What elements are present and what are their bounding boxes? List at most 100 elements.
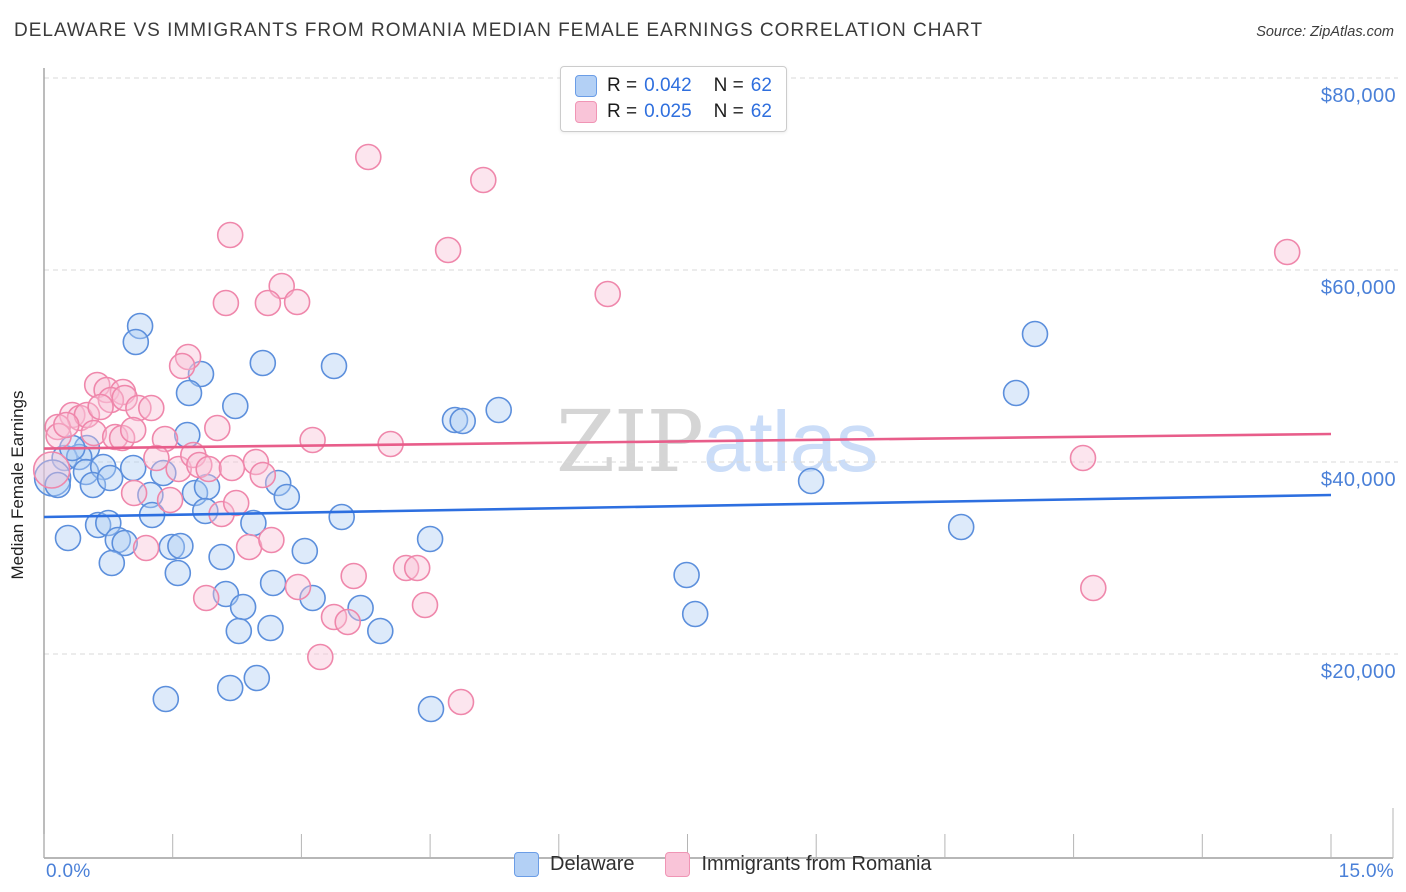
delaware-point[interactable] xyxy=(111,529,138,557)
delaware-point[interactable] xyxy=(126,312,154,340)
correlation-legend-row-romania: R = 0.025 N = 62 xyxy=(575,101,772,123)
romania-point[interactable] xyxy=(469,166,497,194)
romania-legend-swatch-icon xyxy=(665,852,691,877)
delaware-point[interactable] xyxy=(150,459,177,487)
romania-point[interactable] xyxy=(284,573,312,601)
delaware-point[interactable] xyxy=(96,464,124,492)
delaware-point[interactable] xyxy=(1021,320,1049,348)
delaware-point[interactable] xyxy=(229,593,257,621)
romania-point[interactable] xyxy=(80,419,108,447)
delaware-point[interactable] xyxy=(947,513,975,541)
romania-point[interactable] xyxy=(299,426,326,454)
delaware-point[interactable] xyxy=(164,559,192,587)
romania-point[interactable] xyxy=(44,413,72,441)
romania-point[interactable] xyxy=(168,352,196,380)
romania-point[interactable] xyxy=(447,688,475,716)
delaware-point[interactable] xyxy=(98,549,126,577)
delaware-swatch-icon xyxy=(575,75,597,97)
romania-point[interactable] xyxy=(218,454,246,482)
delaware-point[interactable] xyxy=(216,674,244,702)
delaware-point[interactable] xyxy=(366,617,394,645)
n-label: N = xyxy=(713,101,744,122)
romania-point[interactable] xyxy=(411,591,439,619)
romania-point[interactable] xyxy=(143,444,170,472)
romania-point[interactable] xyxy=(165,455,192,483)
delaware-point[interactable] xyxy=(485,396,513,424)
romania-point[interactable] xyxy=(195,455,222,483)
delaware-point[interactable] xyxy=(122,328,150,356)
romania-point[interactable] xyxy=(392,554,420,582)
delaware-point[interactable] xyxy=(208,543,235,571)
romania-point[interactable] xyxy=(334,608,362,636)
delaware-point[interactable] xyxy=(264,469,292,497)
romania-point[interactable] xyxy=(1069,444,1097,472)
romania-point[interactable] xyxy=(222,489,250,517)
delaware-legend-swatch-icon xyxy=(514,852,539,877)
romania-point[interactable] xyxy=(53,411,80,439)
delaware-point[interactable] xyxy=(167,532,194,560)
delaware-point[interactable] xyxy=(243,664,271,692)
romania-point[interactable] xyxy=(354,143,382,171)
delaware-point[interactable] xyxy=(65,443,93,471)
romania-point[interactable] xyxy=(1080,574,1107,602)
romania-point[interactable] xyxy=(216,221,244,249)
romania-point[interactable] xyxy=(1273,238,1301,266)
romania-point[interactable] xyxy=(138,394,165,422)
delaware-point[interactable] xyxy=(192,497,219,525)
r-value-romania: 0.025 xyxy=(644,101,692,122)
delaware-point[interactable] xyxy=(84,511,112,539)
delaware-point[interactable] xyxy=(681,600,709,628)
romania-point[interactable] xyxy=(156,486,184,514)
delaware-point[interactable] xyxy=(119,454,147,482)
romania-point[interactable] xyxy=(235,533,263,561)
romania-point[interactable] xyxy=(132,534,160,562)
romania-point[interactable] xyxy=(212,289,240,317)
romania-point[interactable] xyxy=(120,479,148,507)
delaware-point[interactable] xyxy=(416,525,444,553)
x-axis-label-min: 0.0% xyxy=(46,861,91,882)
delaware-point[interactable] xyxy=(320,352,348,380)
delaware-point[interactable] xyxy=(54,524,82,552)
n-label: N = xyxy=(713,75,744,96)
delaware-point[interactable] xyxy=(79,471,107,499)
romania-point[interactable] xyxy=(111,384,138,412)
source-credit: Source: ZipAtlas.com xyxy=(1256,24,1394,40)
delaware-point[interactable] xyxy=(449,407,477,435)
delaware-point[interactable] xyxy=(175,379,203,407)
romania-point[interactable] xyxy=(32,451,71,489)
romania-point[interactable] xyxy=(594,280,622,308)
delaware-point[interactable] xyxy=(299,584,326,612)
romania-point[interactable] xyxy=(258,526,285,554)
delaware-point[interactable] xyxy=(417,695,445,723)
romania-point[interactable] xyxy=(434,236,462,264)
delaware-point[interactable] xyxy=(152,685,180,713)
delaware-point[interactable] xyxy=(259,569,287,597)
x-axis-label-max: 15.0% xyxy=(1338,861,1394,882)
watermark: ZIPatlas xyxy=(556,400,878,485)
romania-point[interactable] xyxy=(283,288,311,316)
romania-point[interactable] xyxy=(119,416,147,444)
delaware-point[interactable] xyxy=(249,349,277,377)
correlation-legend: R = 0.042 N = 62 R = 0.025 N = 62 xyxy=(560,66,787,132)
delaware-point[interactable] xyxy=(797,467,825,495)
romania-point[interactable] xyxy=(87,393,114,421)
delaware-point[interactable] xyxy=(328,503,356,531)
delaware-point[interactable] xyxy=(257,614,284,642)
delaware-point[interactable] xyxy=(291,537,319,565)
delaware-point[interactable] xyxy=(673,561,700,589)
romania-point[interactable] xyxy=(249,461,277,489)
delaware-point[interactable] xyxy=(1002,379,1030,407)
delaware-point[interactable] xyxy=(441,406,469,434)
romania-point[interactable] xyxy=(403,554,431,582)
romania-point[interactable] xyxy=(254,289,282,317)
delaware-point[interactable] xyxy=(222,392,249,420)
watermark-atlas: atlas xyxy=(702,395,879,490)
delaware-point[interactable] xyxy=(44,471,72,499)
delaware-point[interactable] xyxy=(225,617,253,645)
romania-point[interactable] xyxy=(306,643,334,671)
romania-point[interactable] xyxy=(204,414,231,442)
romania-point[interactable] xyxy=(340,562,368,590)
romania-point[interactable] xyxy=(320,603,348,631)
romania-point[interactable] xyxy=(192,584,220,612)
delaware-point[interactable] xyxy=(273,483,301,511)
